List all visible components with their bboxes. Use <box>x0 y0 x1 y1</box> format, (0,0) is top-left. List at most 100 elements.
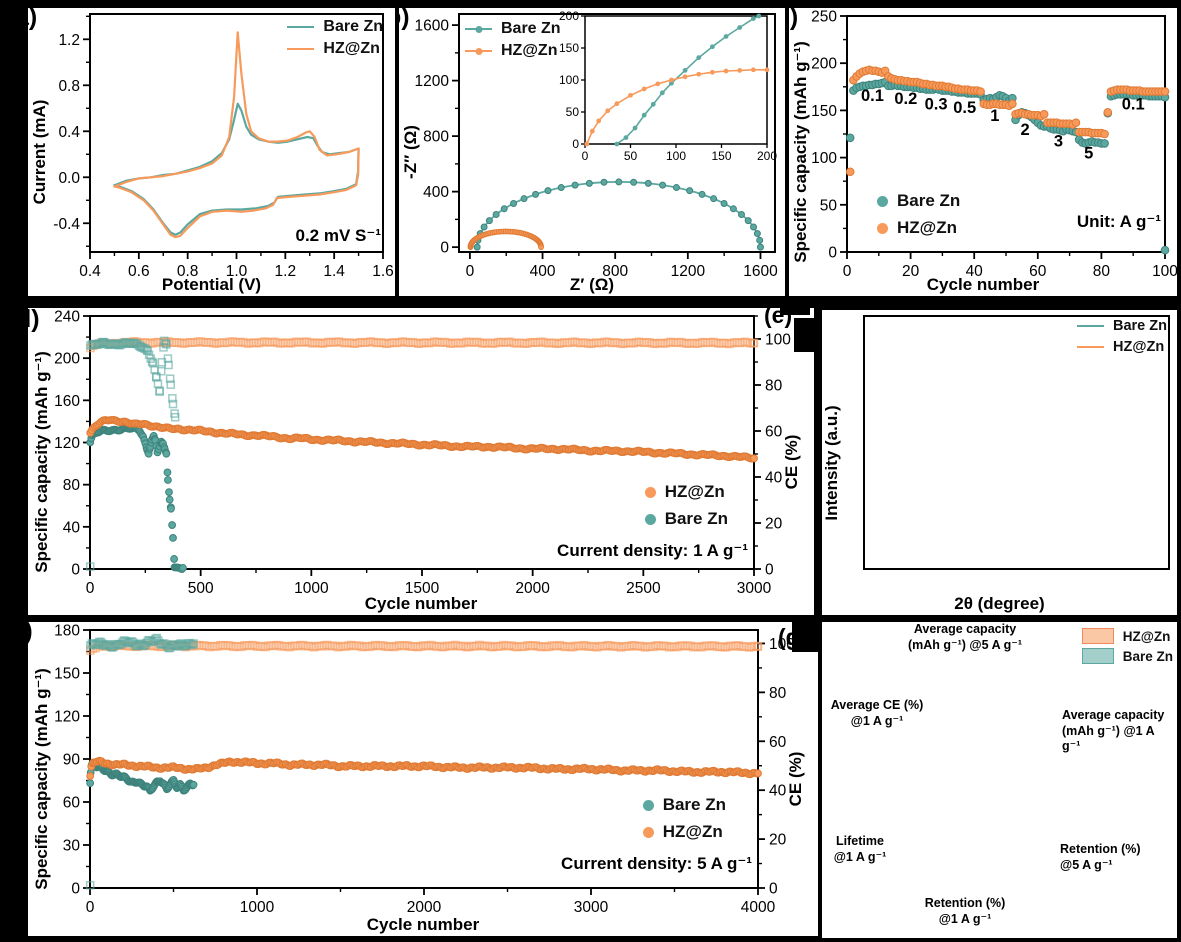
svg-text:240: 240 <box>54 309 80 326</box>
svg-text:0: 0 <box>572 137 579 151</box>
redaction-mask <box>792 620 820 652</box>
legend-item-hz-zn: HZ@Zn <box>1081 628 1173 644</box>
svg-text:60: 60 <box>769 734 787 751</box>
current-density-annotation: Current density: 1 A g⁻¹ <box>557 541 748 560</box>
svg-text:100: 100 <box>1152 263 1177 280</box>
bare-zn-box-swatch <box>1081 648 1114 664</box>
radar-axis-label-avg-capacity-1a: Average capacity (mAh g⁻¹) @1 A g⁻¹ <box>1062 708 1165 754</box>
cycling-1a-plot-area: 0 500 1000 1500 2000 2500 30000408012016020024… <box>54 309 791 598</box>
hz-zn-box-swatch <box>1081 628 1114 644</box>
svg-text:2000: 2000 <box>515 580 550 597</box>
svg-text:100: 100 <box>769 636 795 653</box>
svg-text:120: 120 <box>54 709 80 726</box>
svg-text:180: 180 <box>54 623 80 640</box>
svg-text:0: 0 <box>86 580 95 597</box>
svg-text:3000: 3000 <box>574 899 609 916</box>
svg-text:40: 40 <box>769 783 787 800</box>
rate-y-axis-title: Specific capacity (mAh g⁻¹) <box>791 41 810 263</box>
svg-text:50: 50 <box>624 149 638 163</box>
legend-item-hz-zn: HZ@Zn <box>877 218 960 238</box>
legend-label: Bare Zn <box>664 509 728 528</box>
svg-text:0: 0 <box>71 562 80 579</box>
svg-text:200: 200 <box>559 9 579 23</box>
svg-text:200: 200 <box>54 351 80 368</box>
svg-text:100: 100 <box>765 332 791 349</box>
bare-zn-line-swatch <box>1077 325 1104 327</box>
cycling-5a-y-axis-title: Specific capacity (mAh g⁻¹) <box>32 668 51 890</box>
rate-plot-area: 0 20 40 60 80 100 0 50 100 150 200 250 0.1 0.2 0.3 0.5 1… <box>811 9 1177 281</box>
legend-label: Bare Zn <box>662 795 726 814</box>
svg-text:60: 60 <box>765 424 783 441</box>
panel-a-label: a) <box>28 8 38 31</box>
svg-text:120: 120 <box>54 435 80 452</box>
radar-axis-label-avg-ce: Average CE (%) @1 A g⁻¹ <box>830 698 924 728</box>
svg-text:1000: 1000 <box>240 899 275 916</box>
legend-label: Bare Zn <box>897 191 961 210</box>
hz-zn-linedot-swatch <box>465 47 492 55</box>
svg-text:0.8: 0.8 <box>58 78 80 95</box>
redaction-mask <box>780 296 810 315</box>
svg-text:0: 0 <box>440 240 449 257</box>
hz-zn-dot-swatch <box>877 222 888 234</box>
svg-text:0: 0 <box>828 245 837 262</box>
svg-text:1200: 1200 <box>415 73 450 90</box>
svg-text:40: 40 <box>765 470 783 487</box>
svg-text:90: 90 <box>63 752 81 769</box>
legend-label: HZ@Zn <box>1122 628 1171 644</box>
legend-item-bare-zn: Bare Zn <box>465 20 561 38</box>
legend-item-hz-zn: HZ@Zn <box>287 40 383 58</box>
current-density-annotation: Current density: 5 A g⁻¹ <box>561 854 752 873</box>
svg-text:-0.4: -0.4 <box>53 216 80 233</box>
legend-label: Bare Zn <box>1113 318 1167 334</box>
bare-zn-dot-swatch <box>877 195 888 207</box>
svg-text:5: 5 <box>1084 145 1093 163</box>
panel-c-label: c) <box>789 8 799 31</box>
svg-text:2500: 2500 <box>626 580 661 597</box>
svg-text:250: 250 <box>811 9 837 26</box>
cv-legend: Bare Zn HZ@Zn <box>287 18 383 58</box>
svg-text:100: 100 <box>666 149 686 163</box>
rate-legend: Bare Zn HZ@Zn <box>877 191 960 238</box>
svg-text:1: 1 <box>990 107 999 125</box>
redaction-mask <box>794 318 820 352</box>
svg-text:0.4: 0.4 <box>79 263 101 280</box>
svg-text:400: 400 <box>530 263 556 280</box>
cycling-1a-x-axis-title: Cycle number <box>364 594 478 613</box>
svg-text:30: 30 <box>63 838 81 855</box>
legend-item-bare-zn: Bare Zn <box>1081 648 1173 664</box>
legend-item-hz-zn: HZ@Zn <box>642 822 726 842</box>
legend-item-bare-zn: Bare Zn <box>1077 318 1167 334</box>
panel-xrd: Intensity (a.u.) 2θ (degree) Bare Zn HZ@… <box>822 310 1177 615</box>
radar-plot-area <box>822 622 1177 938</box>
legend-label: HZ@Zn <box>662 822 723 841</box>
svg-text:1.2: 1.2 <box>275 263 297 280</box>
unit-annotation: Unit: A g⁻¹ <box>1076 212 1161 231</box>
eis-x-axis-title: Z′ (Ω) <box>569 275 615 294</box>
svg-text:80: 80 <box>1093 263 1111 280</box>
radar-axis-label-lifetime: Lifetime @1 A g⁻¹ <box>833 834 887 864</box>
svg-text:0.2: 0.2 <box>894 90 917 108</box>
svg-text:80: 80 <box>765 378 783 395</box>
bare-zn-dot-swatch <box>642 799 654 811</box>
eis-legend: Bare Zn HZ@Zn <box>465 20 561 60</box>
svg-text:800: 800 <box>602 263 628 280</box>
bare-zn-linedot-swatch <box>465 25 492 33</box>
svg-text:150: 150 <box>711 149 731 163</box>
radar-axis-label-avg-capacity-5a: Average capacity (mAh g⁻¹) @5 A g⁻¹ <box>907 622 1023 652</box>
eis-plot-area: 0 400 800 1200 16000400800120016000050501001… <box>415 9 779 280</box>
svg-text:3: 3 <box>1054 132 1063 150</box>
legend-item-hz-zn: HZ@Zn <box>644 482 728 502</box>
bare-zn-dot-swatch <box>644 513 656 525</box>
svg-text:0: 0 <box>843 263 852 280</box>
cv-plot-area: 0.4 0.6 0.8 1.0 1.2 1.4 1.6 -0.4 0.0 0.4 0.8 1.2 <box>53 13 394 280</box>
panel-b-label: b) <box>399 8 410 31</box>
svg-text:0.6: 0.6 <box>128 263 150 280</box>
legend-item-bare-zn: Bare Zn <box>287 18 383 36</box>
hz-zn-line-swatch <box>1077 346 1104 348</box>
svg-text:400: 400 <box>423 184 449 201</box>
panel-f-label: f) <box>28 622 33 646</box>
panel-radar: Average capacity (mAh g⁻¹) @5 A g⁻¹ Avera… <box>822 622 1177 938</box>
legend-item-bare-zn: Bare Zn <box>642 795 726 815</box>
svg-text:1.2: 1.2 <box>58 32 80 49</box>
legend-label: HZ@Zn <box>323 40 380 57</box>
